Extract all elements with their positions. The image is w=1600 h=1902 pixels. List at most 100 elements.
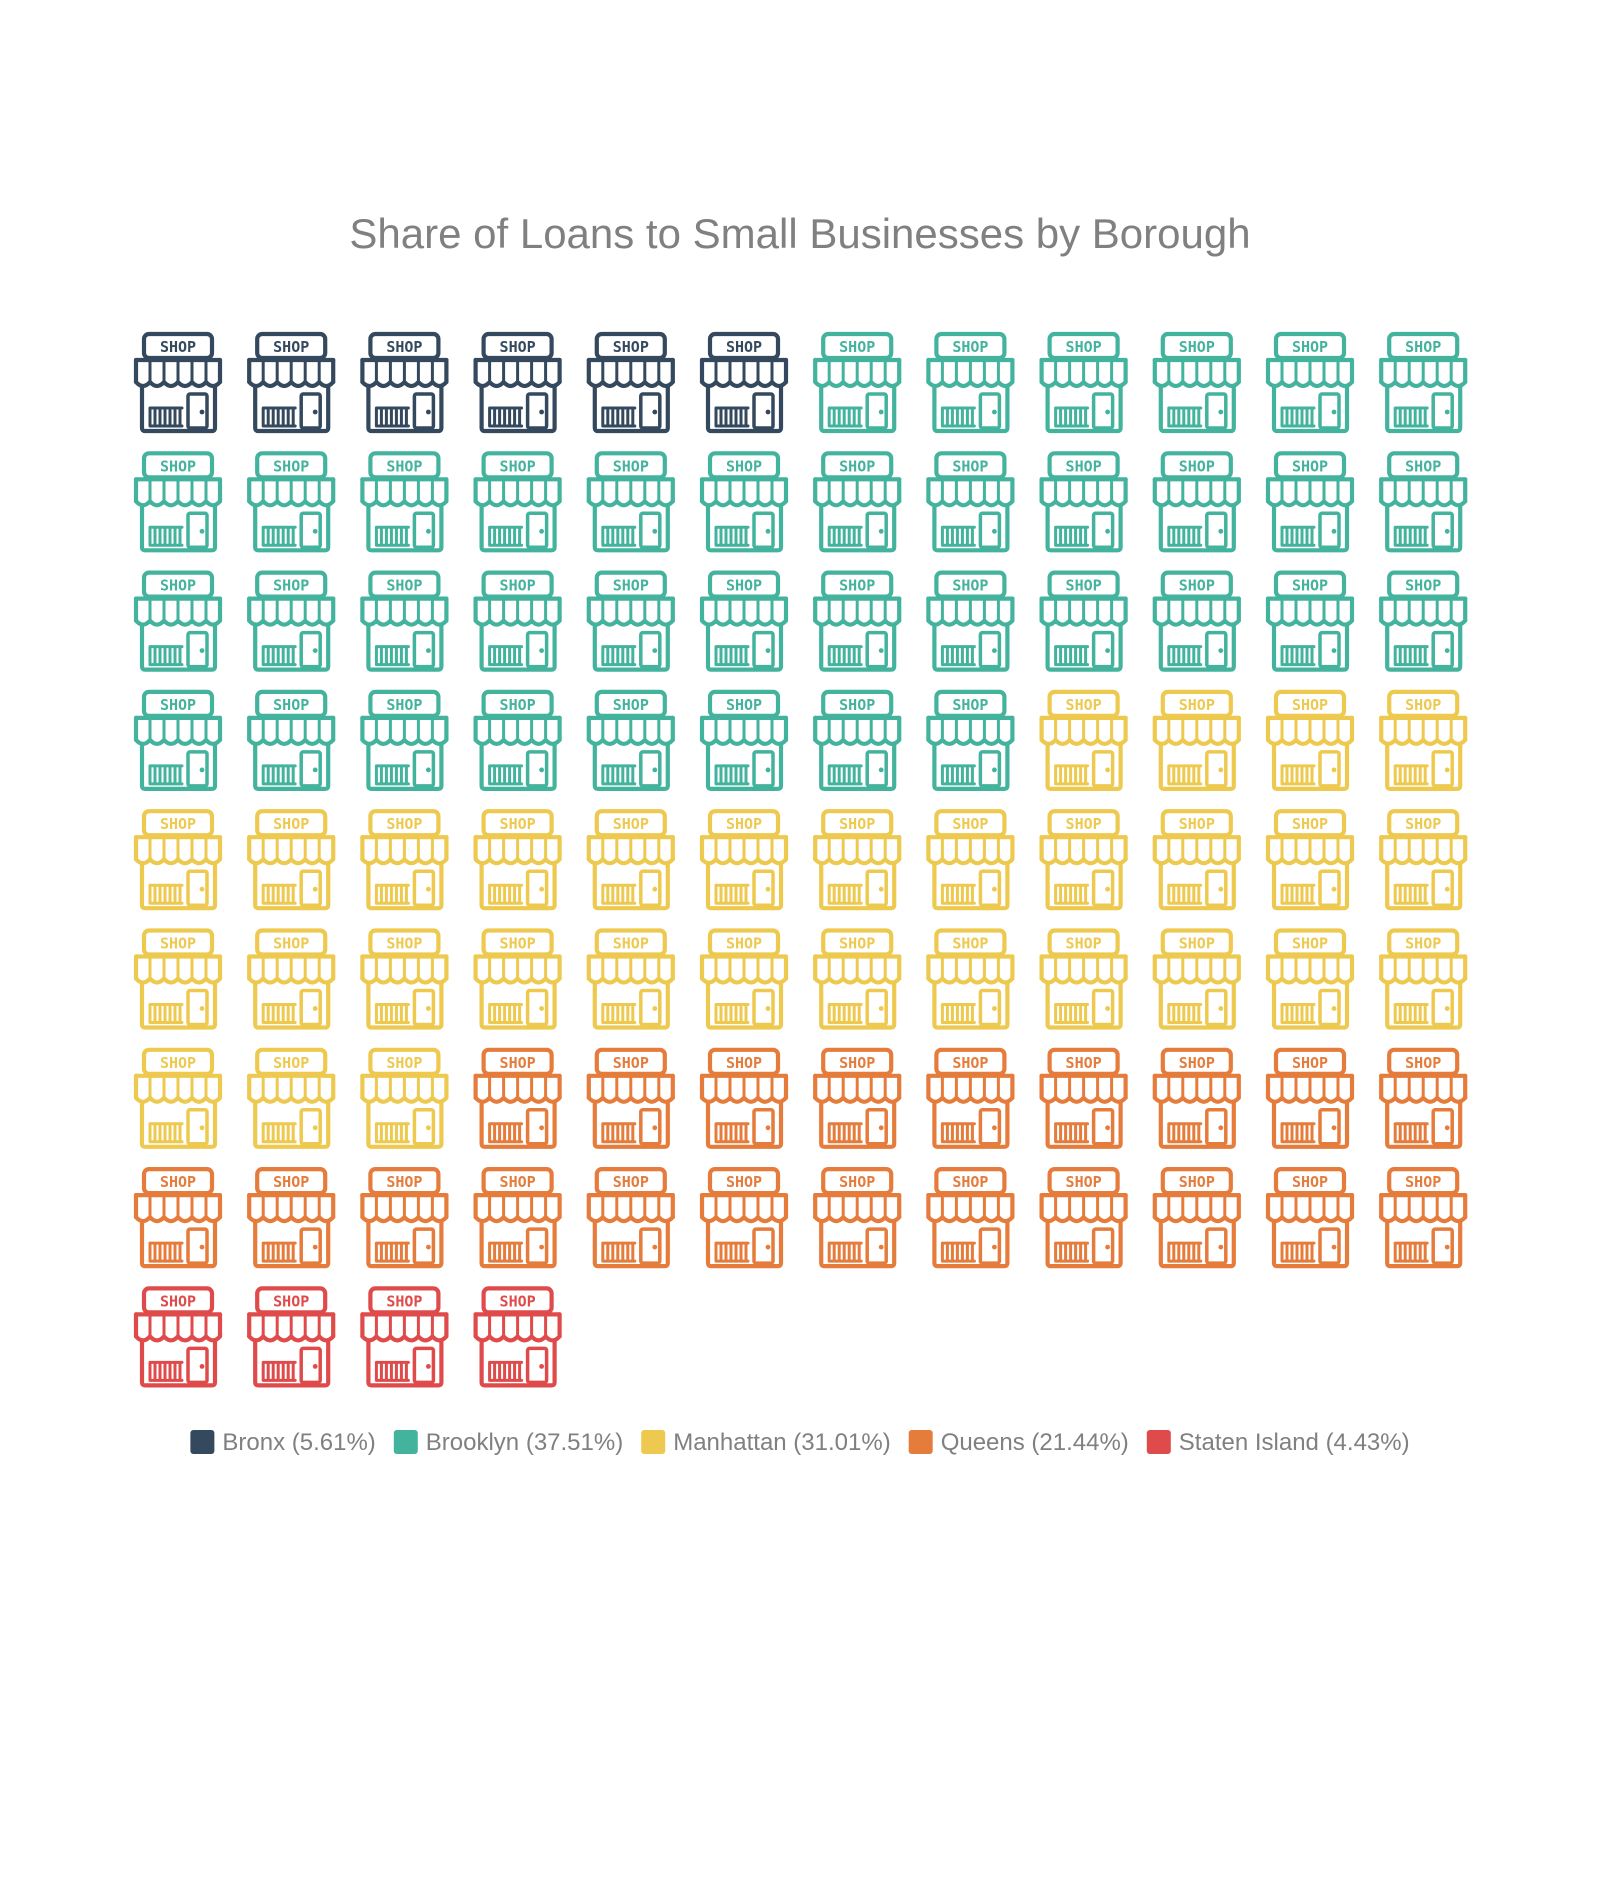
svg-text:SHOP: SHOP (1405, 338, 1441, 356)
shop-icon: SHOP (360, 1166, 449, 1269)
legend-label: Staten Island (4.43%) (1179, 1429, 1410, 1456)
legend-item[interactable]: Manhattan (31.01%) (641, 1429, 891, 1456)
svg-text:SHOP: SHOP (386, 577, 422, 595)
shop-icon: SHOP (699, 809, 789, 911)
shop-icon: SHOP (699, 1166, 789, 1269)
svg-text:SHOP: SHOP (613, 577, 649, 595)
svg-text:SHOP: SHOP (952, 1173, 988, 1191)
shop-icon: SHOP (926, 809, 1015, 911)
legend-item[interactable]: Bronx (5.61%) (190, 1429, 376, 1456)
svg-text:SHOP: SHOP (613, 457, 649, 475)
svg-text:SHOP: SHOP (1405, 457, 1441, 475)
shop-icon: SHOP (1152, 570, 1241, 672)
shop-icon: SHOP (473, 689, 562, 792)
legend-label: Queens (21.44%) (941, 1429, 1129, 1456)
svg-text:SHOP: SHOP (952, 338, 988, 356)
shop-icon: SHOP (1152, 331, 1241, 434)
shop-icon: SHOP (1265, 1166, 1355, 1269)
shop-icon: SHOP (586, 928, 675, 1030)
shop-icon: SHOP (133, 1047, 223, 1149)
shop-icon: SHOP (247, 1166, 336, 1269)
shop-icon: SHOP (360, 928, 449, 1030)
svg-text:SHOP: SHOP (160, 815, 196, 833)
svg-text:SHOP: SHOP (273, 577, 309, 595)
svg-text:SHOP: SHOP (1066, 1054, 1102, 1072)
shop-icon: SHOP (133, 689, 223, 792)
svg-text:SHOP: SHOP (386, 457, 422, 475)
shop-icon: SHOP (813, 1166, 902, 1269)
svg-text:SHOP: SHOP (1066, 1173, 1102, 1191)
shop-icon: SHOP (586, 809, 675, 911)
shop-icon: SHOP (699, 451, 789, 553)
svg-text:SHOP: SHOP (273, 696, 309, 714)
shop-icon: SHOP (586, 331, 675, 434)
svg-text:SHOP: SHOP (500, 457, 536, 475)
shop-icon: SHOP (1152, 451, 1241, 553)
shop-icon: SHOP (473, 928, 562, 1030)
shop-icon: SHOP (1039, 928, 1128, 1030)
svg-text:SHOP: SHOP (726, 1173, 762, 1191)
svg-text:SHOP: SHOP (1405, 815, 1441, 833)
svg-text:SHOP: SHOP (839, 577, 875, 595)
shop-icon: SHOP (1379, 451, 1468, 553)
shop-icon: SHOP (1265, 331, 1355, 434)
shop-icon: SHOP (926, 928, 1015, 1030)
shop-icon: SHOP (699, 689, 789, 792)
shop-icon: SHOP (473, 451, 562, 553)
shop-icon: SHOP (133, 1286, 223, 1388)
shop-icon: SHOP (1379, 570, 1468, 672)
svg-text:SHOP: SHOP (1179, 696, 1215, 714)
shop-icon: SHOP (813, 1047, 902, 1149)
svg-text:SHOP: SHOP (273, 1173, 309, 1191)
shop-icon: SHOP (1265, 451, 1355, 553)
shop-icon: SHOP (1265, 1047, 1355, 1149)
shop-icon: SHOP (360, 331, 449, 434)
shop-icon: SHOP (699, 928, 789, 1030)
svg-text:SHOP: SHOP (1066, 815, 1102, 833)
svg-text:SHOP: SHOP (1405, 696, 1441, 714)
svg-text:SHOP: SHOP (726, 577, 762, 595)
shop-icon: SHOP (247, 809, 336, 911)
shop-icon: SHOP (1379, 689, 1468, 792)
svg-text:SHOP: SHOP (1292, 815, 1328, 833)
legend-item[interactable]: Staten Island (4.43%) (1146, 1429, 1410, 1456)
svg-text:SHOP: SHOP (952, 935, 988, 953)
svg-text:SHOP: SHOP (839, 457, 875, 475)
svg-text:SHOP: SHOP (613, 935, 649, 953)
shop-icon: SHOP (813, 331, 902, 434)
svg-text:SHOP: SHOP (500, 338, 536, 356)
svg-text:SHOP: SHOP (273, 1292, 309, 1310)
legend-item[interactable]: Queens (21.44%) (908, 1429, 1129, 1456)
shop-icon: SHOP (133, 331, 223, 434)
svg-text:SHOP: SHOP (1292, 1054, 1328, 1072)
chart-title: Share of Loans to Small Businesses by Bo… (349, 210, 1250, 257)
shop-icon: SHOP (586, 689, 675, 792)
shop-icon: SHOP (1379, 1166, 1468, 1269)
svg-text:SHOP: SHOP (1405, 577, 1441, 595)
svg-text:SHOP: SHOP (500, 815, 536, 833)
svg-text:SHOP: SHOP (1066, 577, 1102, 595)
svg-text:SHOP: SHOP (500, 1054, 536, 1072)
svg-text:SHOP: SHOP (726, 696, 762, 714)
svg-text:SHOP: SHOP (1066, 935, 1102, 953)
shop-icon: SHOP (1265, 928, 1355, 1030)
shop-icon: SHOP (699, 1047, 789, 1149)
svg-text:SHOP: SHOP (160, 935, 196, 953)
svg-text:SHOP: SHOP (386, 1173, 422, 1191)
svg-text:SHOP: SHOP (613, 1054, 649, 1072)
legend-item[interactable]: Brooklyn (37.51%) (393, 1429, 623, 1456)
svg-text:SHOP: SHOP (952, 1054, 988, 1072)
shop-icon: SHOP (699, 570, 789, 672)
shop-icon: SHOP (360, 1286, 449, 1388)
svg-text:SHOP: SHOP (1405, 1054, 1441, 1072)
shop-icon: SHOP (1152, 809, 1241, 911)
svg-text:SHOP: SHOP (500, 1173, 536, 1191)
shop-icon: SHOP (133, 451, 223, 553)
svg-text:SHOP: SHOP (500, 577, 536, 595)
shop-icon: SHOP (1152, 928, 1241, 1030)
svg-text:SHOP: SHOP (613, 338, 649, 356)
svg-text:SHOP: SHOP (1292, 935, 1328, 953)
svg-text:SHOP: SHOP (1066, 696, 1102, 714)
legend-swatch (1146, 1430, 1171, 1454)
shop-icon: SHOP (1152, 689, 1241, 792)
